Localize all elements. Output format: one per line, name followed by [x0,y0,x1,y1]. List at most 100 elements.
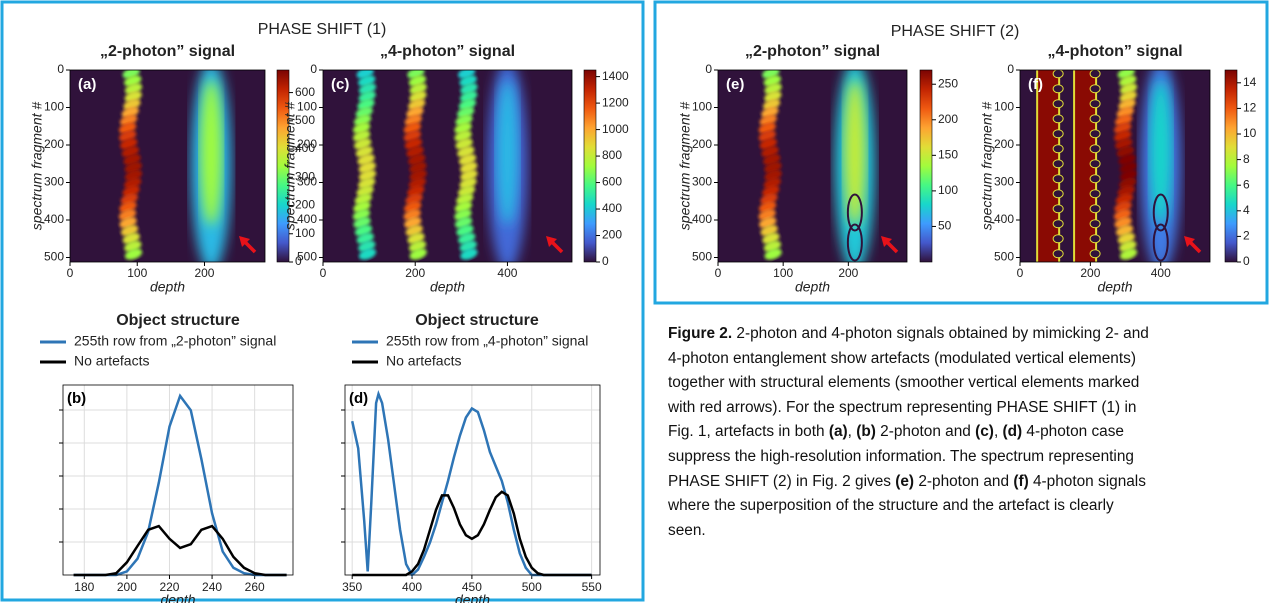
x-axis-label: depth [150,279,185,295]
artefact-blob [1052,84,1064,94]
legend-label: 255th row from „4-photon” signal [386,333,588,349]
heatmap [758,70,875,262]
colorbar-tick-label: 2 [1243,229,1250,243]
artefact-blob [1052,159,1064,169]
colorbar-tick-label: 500 [295,113,315,127]
artefact-blob [764,248,782,260]
arrow-head [239,236,250,247]
structure [496,79,519,226]
caption-text: together with structural elements (smoot… [668,374,1140,392]
arrow-head [1184,236,1195,247]
structure-ring [846,223,863,262]
colorbar-tick-label: 6 [1243,177,1250,191]
caption-text: where the superposition of the structure… [668,497,1114,515]
colorbar-tick-label: 0 [602,254,609,268]
x-tick-label: 400 [497,266,517,280]
colorbar-tick-label: 12 [1243,101,1257,115]
artefact-blob [1089,129,1101,139]
panel-title: PHASE SHIFT (2) [891,23,1020,40]
colorbar-tick-label: 100 [938,183,958,197]
artefact-blob [1052,114,1064,124]
structure-ring [846,193,863,232]
colorbar-tick-label: 0 [1243,254,1250,268]
axes-frame [717,69,908,263]
x-tick-label: 400 [1151,266,1171,280]
structure [1149,79,1172,226]
y-tick-label: 0 [57,62,64,76]
heatmap [1036,70,1181,262]
subplot-title: „4-photon” signal [380,43,515,60]
structure [843,79,866,226]
x-tick-label: 0 [320,266,327,280]
legend-title: Object structure [415,312,539,329]
panel-label: (a) [78,76,96,93]
caption-text: (f) [1013,472,1029,490]
x-axis-label: depth [795,279,830,295]
y-tick-label: 400 [994,212,1014,226]
artefact-blob [1089,84,1101,94]
x-tick-label: 0 [1017,266,1024,280]
colorbar-tick-label: 400 [602,201,622,215]
heatmap-bg [718,70,907,262]
x-tick-label: 100 [127,266,147,280]
colorbar-tick-label: 14 [1243,75,1257,89]
panel-frame [653,0,1269,305]
caption-line: with red arrows). For the spectrum repre… [668,396,1268,421]
caption-text: (b) [856,423,876,441]
caption-text: PHASE SHIFT (2) in Fig. 2 gives [668,472,896,490]
y-tick-label: 500 [44,250,64,264]
structure [200,79,223,226]
artefact-blob [1052,219,1064,229]
colorbar-tick-label: 4 [1243,203,1250,217]
colorbar-tick-label: 100 [295,226,315,240]
y-tick-label: 400 [44,212,64,226]
heatmap-bg [70,70,265,262]
colorbar [919,69,933,263]
y-tick-label: 200 [297,137,317,151]
artefact-blob [1052,249,1064,259]
panel-label: (e) [726,76,744,93]
y-tick-label: 300 [692,175,712,189]
axes-frame [322,69,573,263]
artefact-blob [1052,174,1064,184]
x-tick-label: 550 [582,580,602,594]
y-tick-label: 300 [297,175,317,189]
y-tick-label: 100 [994,100,1014,114]
artefact-blob [1089,219,1101,229]
artefact-blob [124,248,143,260]
artefact-blob [1089,234,1101,244]
arrow-head [881,236,892,247]
colorbar-tick-label: 200 [295,198,315,212]
legend-label: 255th row from „2-photon” signal [74,333,276,349]
x-tick-label: 350 [342,580,362,594]
y-tick-label: 200 [994,137,1014,151]
artefact-blob [1052,99,1064,109]
axes-frame [69,69,266,263]
structure-ring [1152,223,1169,262]
y-axis-label: spectrum fragment # [29,102,45,231]
caption-line: seen. [668,519,1268,544]
caption-text: (e) [895,472,915,490]
artefact-blob [1089,144,1101,154]
x-tick-label: 500 [522,580,542,594]
y-axis-label: spectrum fragment # [979,102,995,231]
caption: Figure 2. 2-photon and 4-photon signals … [668,322,1268,543]
x-tick-label: 0 [715,266,722,280]
caption-line: Figure 2. 2-photon and 4-photon signals … [668,322,1268,347]
legend-title: Object structure [116,312,240,329]
caption-text: with red arrows). For the spectrum repre… [668,398,1137,416]
panel-label: (b) [67,390,86,407]
colorbar-tick-label: 50 [938,219,952,233]
x-tick-label: 200 [405,266,425,280]
artefact-blob [1052,144,1064,154]
y-tick-label: 500 [692,250,712,264]
colorbar [276,69,290,263]
caption-text: 4-photon entanglement show artefacts (mo… [668,349,1136,367]
heatmap [352,70,528,262]
y-axis-label: spectrum fragment # [677,102,693,231]
artefact-blob [460,248,478,260]
y-tick-label: 0 [705,62,712,76]
colorbar-tick-label: 600 [295,85,315,99]
